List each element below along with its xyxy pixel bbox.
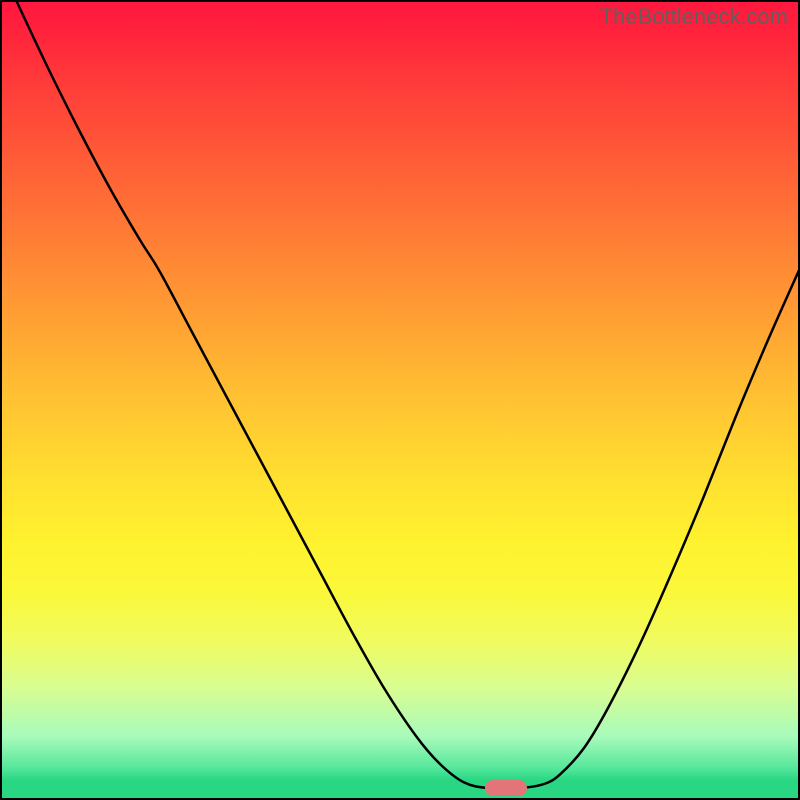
- attribution-label: TheBottleneck.com: [600, 4, 788, 30]
- chart-minimum-marker: [485, 780, 527, 796]
- chart-background: [0, 0, 800, 800]
